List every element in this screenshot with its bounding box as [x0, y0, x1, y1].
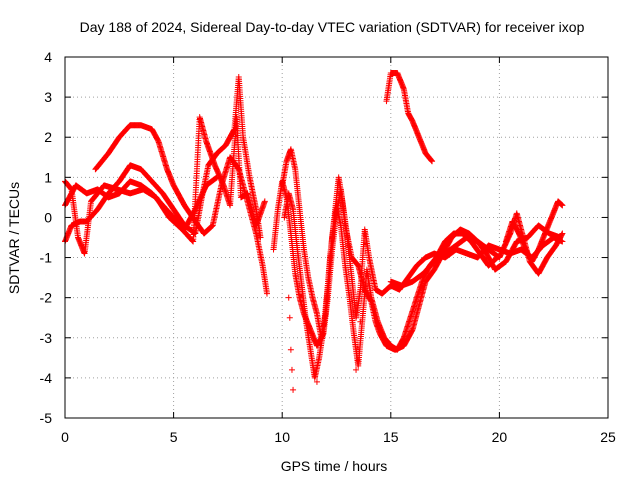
data-point-marker: [357, 318, 364, 325]
data-point-marker: [319, 331, 326, 338]
y-tick-label: 2: [44, 129, 52, 145]
y-tick-label: -1: [40, 250, 53, 266]
y-tick-label: 3: [44, 89, 52, 105]
y-tick-label: 0: [44, 209, 52, 225]
data-point-marker: [288, 366, 295, 373]
y-tick-label: -4: [40, 370, 53, 386]
data-point-marker: [285, 294, 292, 301]
data-point-marker: [67, 185, 74, 192]
data-point-marker: [353, 366, 360, 373]
y-tick-label: -5: [40, 410, 53, 426]
data-point-marker: [290, 386, 297, 393]
data-point-marker: [558, 231, 565, 238]
data-point-marker: [559, 230, 566, 237]
x-axis-label: GPS time / hours: [281, 458, 388, 474]
data-point-marker: [287, 346, 294, 353]
data-point-marker: [429, 158, 436, 165]
y-tick-label: 1: [44, 169, 52, 185]
data-point-marker: [67, 185, 74, 192]
data-point-marker: [428, 157, 435, 164]
axis-ticks: 0 5 10 15 20 25 -5 -4 -3 -2 -1 0 1 2 3 4: [40, 49, 616, 445]
x-tick-label: 15: [383, 429, 399, 445]
series-track-b: [92, 122, 270, 297]
data-point-marker: [261, 198, 268, 205]
x-tick-label: 10: [274, 429, 290, 445]
chart-title: Day 188 of 2024, Sidereal Day-to-day VTE…: [80, 19, 585, 35]
x-tick-label: 5: [170, 429, 178, 445]
series-track-i: [383, 70, 436, 165]
data-point-marker: [189, 237, 196, 244]
y-tick-label: -3: [40, 330, 53, 346]
data-point-marker: [257, 234, 264, 241]
data-point-marker: [558, 201, 565, 208]
y-axis-label: SDTVAR / TECUs: [6, 182, 22, 294]
data-point-marker: [559, 202, 566, 209]
series-track-g: [270, 178, 564, 353]
series-track-j: [502, 198, 566, 265]
data-point-marker: [286, 314, 293, 321]
plot-frame: [64, 56, 609, 419]
x-tick-label: 0: [61, 429, 69, 445]
data-point-marker: [263, 290, 270, 297]
data-point-marker: [427, 156, 434, 163]
data-point-marker: [558, 201, 565, 208]
x-tick-label: 20: [492, 429, 508, 445]
x-tick-label: 25: [600, 429, 616, 445]
data-point-marker: [354, 261, 361, 268]
data-point-marker: [208, 223, 215, 230]
series-track-d: [62, 114, 268, 257]
y-tick-label: 4: [44, 49, 52, 65]
y-tick-label: -2: [40, 290, 53, 306]
data-points: [62, 70, 566, 393]
data-point-marker: [313, 378, 320, 385]
